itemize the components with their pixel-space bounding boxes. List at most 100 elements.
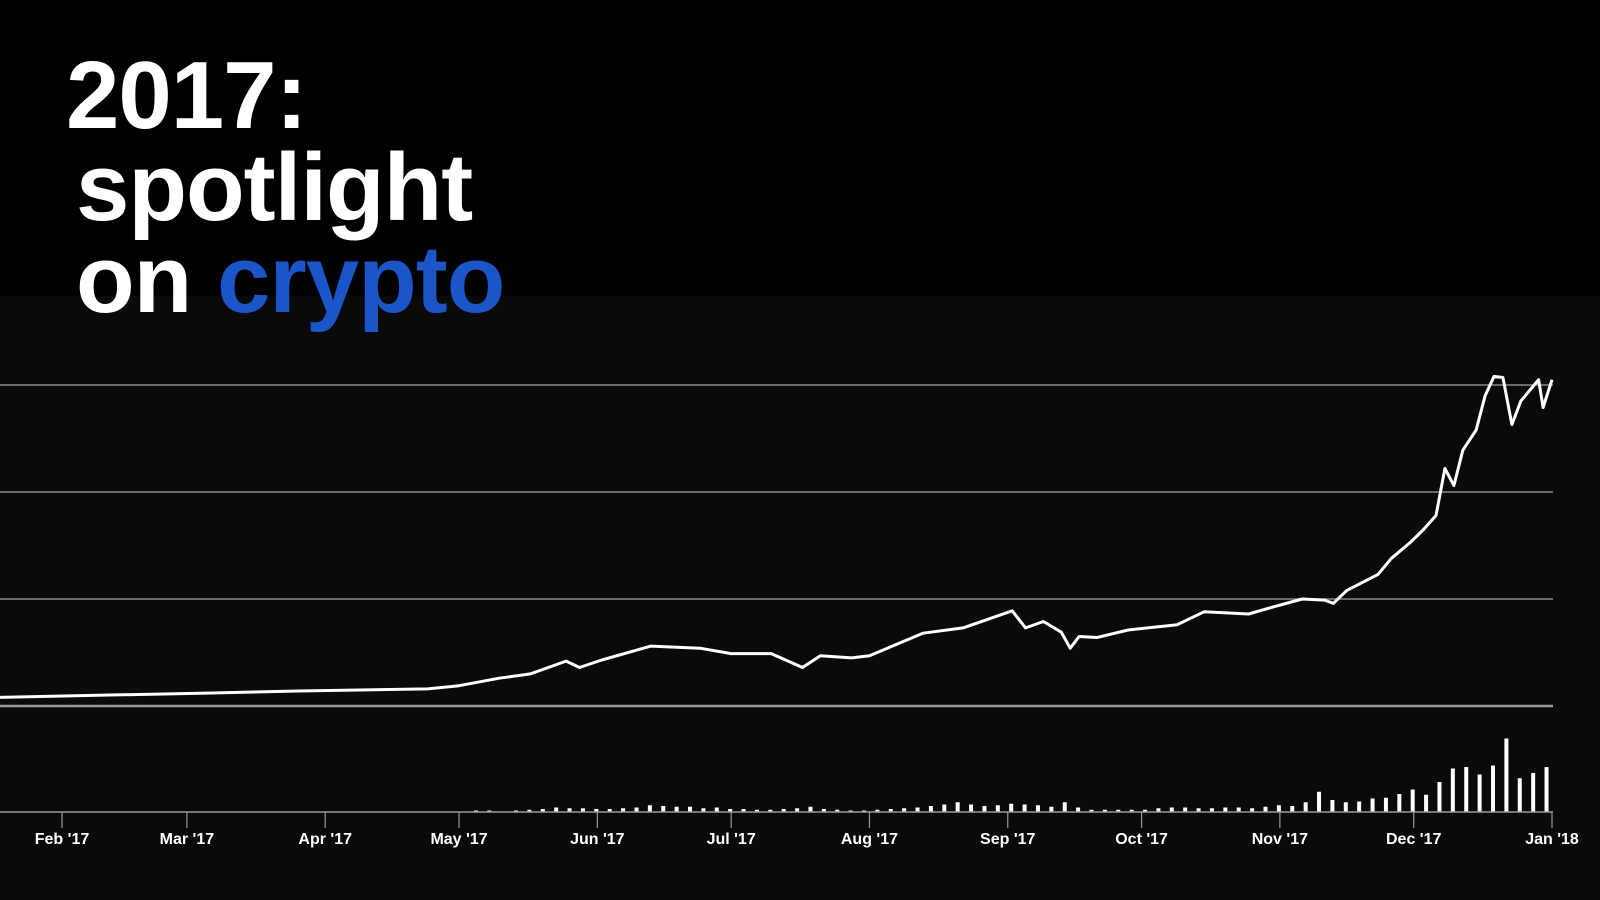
volume-bar — [1410, 789, 1415, 812]
volume-bar — [728, 809, 733, 812]
volume-bar — [754, 809, 759, 812]
volume-bar — [768, 809, 773, 812]
volume-bar — [1397, 794, 1402, 812]
volume-bar — [795, 808, 800, 812]
volume-bar — [995, 805, 1000, 812]
volume-bar — [1129, 809, 1134, 812]
volume-bar — [915, 807, 920, 812]
volume-bar — [661, 806, 666, 812]
volume-bar — [1450, 768, 1455, 812]
gridlines — [0, 384, 1553, 708]
volume-bar — [1343, 802, 1348, 812]
volume-bar — [1116, 809, 1121, 812]
x-tick-label: Apr '17 — [298, 831, 352, 848]
x-tick-label: Sep '17 — [980, 831, 1035, 848]
volume-bars — [473, 738, 1549, 813]
volume-bar — [1263, 806, 1268, 812]
x-tick-label: Nov '17 — [1252, 831, 1308, 848]
volume-bar — [1022, 804, 1027, 812]
headline-crypto: crypto — [216, 226, 505, 333]
volume-bar — [634, 807, 639, 812]
volume-bar — [1504, 738, 1509, 812]
volume-bar — [1062, 802, 1067, 812]
x-tick-label: Jun '17 — [570, 831, 625, 848]
volume-bar — [942, 804, 947, 812]
x-tick-label: Jan '18 — [1525, 831, 1579, 848]
x-tick-label: Feb '17 — [35, 831, 90, 848]
headline-on: on — [76, 226, 192, 333]
volume-bar — [1517, 778, 1522, 812]
price-series — [0, 374, 1554, 699]
volume-bar — [621, 808, 626, 812]
volume-bar — [902, 808, 907, 812]
volume-bar — [741, 809, 746, 812]
volume-bar — [674, 806, 679, 812]
x-tick-label: Aug '17 — [841, 831, 898, 848]
volume-bar — [955, 802, 960, 812]
headline: 2017: spotlight on crypto — [66, 42, 505, 328]
volume-bar — [928, 806, 933, 812]
volume-bar — [1464, 767, 1469, 812]
volume-bar — [1303, 802, 1308, 812]
volume-bar — [540, 809, 545, 812]
volume-bar — [1424, 794, 1429, 812]
volume-bar — [982, 806, 987, 812]
volume-bar — [1531, 773, 1536, 812]
volume-bar — [969, 804, 974, 812]
volume-bar — [1477, 774, 1482, 812]
x-tick-label: Dec '17 — [1386, 831, 1442, 848]
volume-bar — [1035, 805, 1040, 812]
volume-bar — [580, 808, 585, 812]
volume-bar — [607, 809, 612, 812]
volume-bar — [888, 809, 893, 812]
volume-bar — [1276, 805, 1281, 812]
chart-background — [0, 296, 1600, 900]
volume-bar — [1183, 807, 1188, 812]
volume-bar — [688, 806, 693, 812]
volume-bar — [567, 808, 572, 812]
volume-bar — [1250, 808, 1255, 812]
volume-bar — [781, 809, 786, 812]
volume-bar — [1370, 798, 1375, 812]
volume-bar — [1290, 806, 1295, 812]
x-tick-label: Mar '17 — [160, 831, 215, 848]
volume-bar — [554, 807, 559, 812]
price-line — [0, 374, 1554, 699]
volume-bar — [1143, 809, 1148, 812]
x-tick-label: Oct '17 — [1115, 831, 1168, 848]
volume-bar — [808, 806, 813, 812]
volume-bar — [1317, 791, 1322, 812]
volume-bar — [835, 809, 840, 812]
volume-bar — [1544, 767, 1549, 812]
x-tick-label: Jul '17 — [707, 831, 756, 848]
volume-bar — [875, 809, 880, 812]
volume-bar — [647, 805, 652, 812]
volume-bar — [594, 809, 599, 812]
volume-bar — [1236, 807, 1241, 812]
volume-bar — [1196, 808, 1201, 812]
volume-bar — [1437, 782, 1442, 812]
volume-bar — [821, 809, 826, 812]
volume-bar — [1156, 808, 1161, 812]
volume-bar — [1049, 806, 1054, 812]
headline-year: 2017: — [66, 42, 308, 149]
volume-bar — [1357, 801, 1362, 812]
volume-bar — [527, 809, 532, 812]
volume-bar — [1169, 807, 1174, 812]
volume-bar — [1089, 809, 1094, 812]
volume-bar — [1209, 808, 1214, 812]
volume-bar — [701, 808, 706, 812]
x-tick-label: May '17 — [430, 831, 487, 848]
headline-spotlight: spotlight — [76, 134, 473, 241]
volume-bar — [1076, 807, 1081, 812]
volume-bar — [1330, 800, 1335, 812]
headline-line3: on crypto — [66, 232, 505, 328]
volume-bar — [1491, 765, 1496, 812]
volume-bar — [1383, 797, 1388, 812]
volume-bar — [1223, 807, 1228, 812]
x-axis: Feb '17 Mar '17 Apr '17 May '17 Jun '17 Jul '… — [0, 811, 1579, 848]
volume-bar — [1009, 803, 1014, 812]
volume-bar — [1102, 809, 1107, 812]
volume-bar — [714, 807, 719, 812]
